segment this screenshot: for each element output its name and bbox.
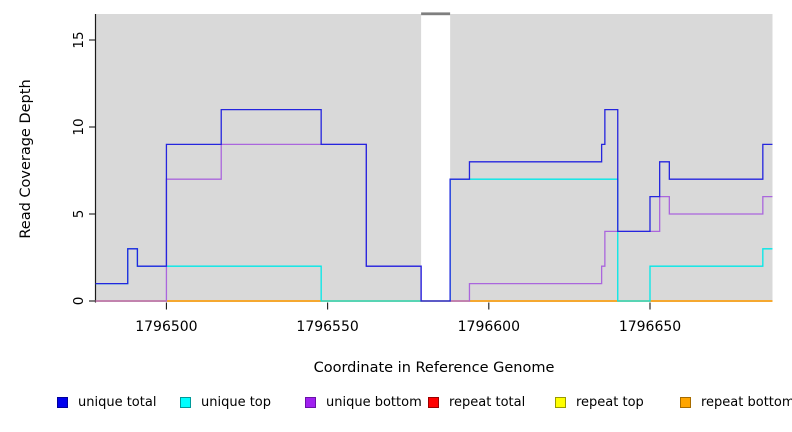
legend-item-repeat-top: repeat top bbox=[555, 394, 644, 410]
legend-item-repeat-total: repeat total bbox=[428, 394, 525, 410]
legend-swatch-repeat-bottom bbox=[680, 396, 691, 408]
legend-label: repeat bottom bbox=[701, 394, 792, 410]
legend-item-unique-top: unique top bbox=[180, 394, 271, 410]
covered-region-panel-1 bbox=[95, 14, 422, 302]
legend-item-unique-total: unique total bbox=[57, 394, 156, 410]
y-tick-label: 10 bbox=[71, 118, 87, 135]
y-axis-label: Read Coverage Depth bbox=[18, 79, 34, 239]
series-line-unique-total bbox=[95, 108, 773, 302]
x-tick-label: 1796650 bbox=[619, 319, 681, 335]
x-axis-label: Coordinate in Reference Genome bbox=[313, 360, 555, 376]
series-line-unique-bottom bbox=[95, 143, 773, 302]
legend-swatch-unique-bottom bbox=[305, 396, 316, 408]
legend-swatch-repeat-top bbox=[555, 396, 566, 408]
x-tick-label: 1796500 bbox=[135, 319, 197, 335]
legend-label: unique top bbox=[201, 394, 272, 410]
legend-label: unique bottom bbox=[326, 394, 422, 410]
y-tick-label: 15 bbox=[71, 31, 87, 48]
x-tick-label: 1796550 bbox=[296, 319, 358, 335]
legend-swatch-repeat-total bbox=[428, 396, 439, 408]
legend: unique total unique top unique bottom repea… bbox=[0, 394, 792, 412]
legend-label: repeat total bbox=[449, 394, 526, 410]
covered-region-panel-2 bbox=[450, 14, 773, 302]
legend-swatch-unique-total bbox=[57, 396, 68, 408]
legend-label: unique total bbox=[78, 394, 157, 410]
y-tick-label: 5 bbox=[71, 210, 87, 219]
legend-swatch-unique-top bbox=[180, 396, 191, 408]
legend-label: repeat top bbox=[576, 394, 644, 410]
gap-top-bar bbox=[421, 12, 451, 16]
y-tick-label: 0 bbox=[71, 297, 87, 306]
legend-item-repeat-bottom: repeat bottom bbox=[680, 394, 792, 410]
legend-item-unique-bottom: unique bottom bbox=[305, 394, 422, 410]
x-tick-label: 1796600 bbox=[458, 319, 520, 335]
